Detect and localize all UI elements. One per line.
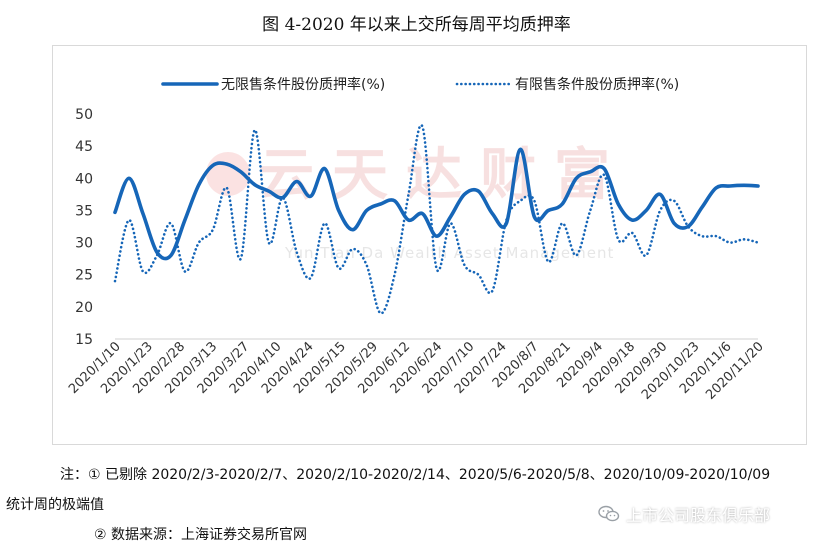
badge-text: 上市公司股东俱乐部 [626,506,771,525]
series-line-restricted [113,123,760,315]
y-tick-label: 40 [75,171,93,187]
chart-frame: 云天达财富 Yun Tian Da Wealth Asset Management… [52,45,807,445]
y-tick-label: 25 [75,268,93,284]
y-tick-label: 15 [75,332,93,348]
note-line-2: 统计周的极端值 [6,497,104,513]
y-tick-label: 30 [75,236,93,252]
wechat-icon [598,505,620,523]
note-line-1: 注：① 已剔除 2020/2/3-2020/2/7、2020/2/10-2020… [60,467,771,483]
legend-label: 无限售条件股份质押率(%) [221,76,385,93]
y-tick-label: 35 [75,203,93,219]
watermark: 云天达财富 Yun Tian Da Wealth Asset Management [206,143,628,262]
legend-label: 有限售条件股份质押率(%) [515,76,679,93]
wechat-account-badge: 上市公司股东俱乐部 [598,502,770,526]
chart-title: 图 4-2020 年以来上交所每周平均质押率 [262,15,571,35]
y-tick-label: 20 [75,300,93,316]
watermark-main-text: 云天达财富 [258,143,628,208]
pledge-rate-chart: 云天达财富 Yun Tian Da Wealth Asset Management… [66,76,767,403]
point-restricted [757,241,759,243]
note-line-3: ② 数据来源：上海证券交易所官网 [94,527,308,543]
y-tick-label: 50 [75,107,93,123]
series-line-unrestricted [113,147,760,261]
watermark-sub-text: Yun Tian Da Wealth Asset Management [284,244,614,262]
y-tick-label: 45 [75,139,93,155]
